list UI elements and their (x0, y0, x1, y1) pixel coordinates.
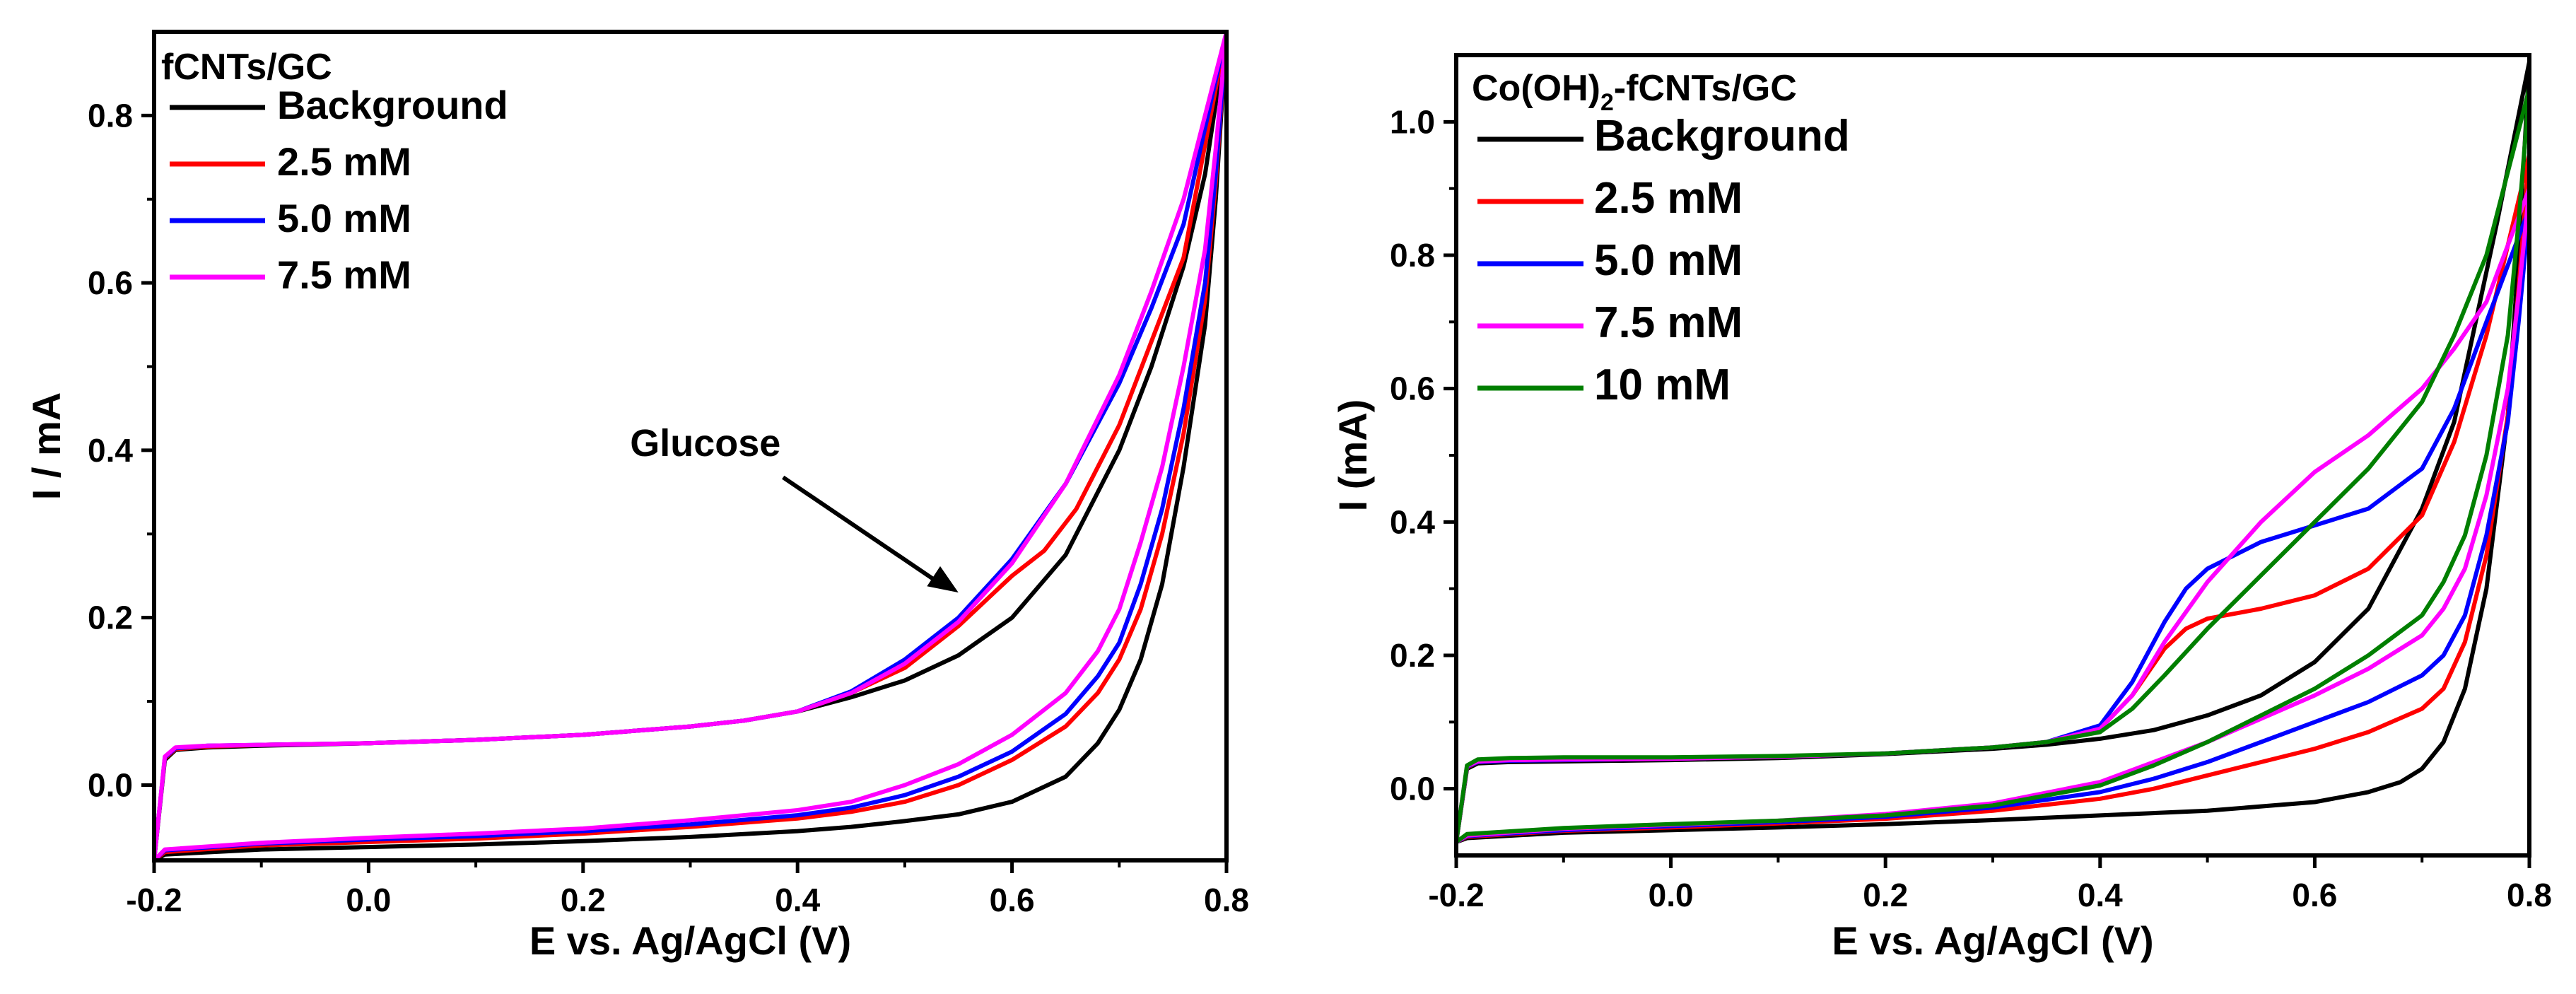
chart1-y-tick-label: 0.8 (88, 97, 133, 134)
chart1-legend-label-2: 2.5 mM (277, 139, 411, 184)
chart2-y-tick-label: 1.0 (1390, 103, 1435, 140)
chart2-title: Co(OH)2-fCNTs/GC (1472, 68, 1797, 116)
chart2-y-tick-label: 0.2 (1390, 637, 1435, 674)
chart1-annotation-arrow-head (927, 566, 959, 593)
chart2-legend-label-1: Background (1594, 112, 1850, 160)
chart2-x-tick-label: 0.8 (2507, 877, 2552, 913)
chart1-x-tick-label: 0.2 (561, 882, 606, 918)
chart2-series-5-line (1454, 86, 2531, 844)
chart2-y-tick-label: 0.4 (1390, 503, 1435, 540)
chart1-x-tick-label: 0.0 (346, 882, 391, 918)
chart1-y-tick-label: 0.6 (88, 264, 133, 301)
chart2-y-axis-label: I (mA) (1330, 399, 1375, 512)
chart1-x-tick-label: -0.2 (126, 882, 182, 918)
chart1-series-4-line (152, 30, 1229, 863)
chart1-title-main: fCNTs/GC (161, 47, 332, 88)
chart2-title-main: Co(OH) (1472, 68, 1600, 109)
chart2-title-rest: -fCNTs/GC (1614, 68, 1797, 109)
chart2-x-tick-label: 0.0 (1649, 877, 1694, 913)
chart2-x-axis-label: E vs. Ag/AgCl (V) (1832, 918, 2153, 963)
chart2-y-tick-label: 0.0 (1390, 771, 1435, 807)
chart2-title-subscript: 2 (1600, 89, 1614, 116)
chart1-legend-label-1: Background (277, 83, 508, 127)
chart2-x-tick-label: 0.6 (2292, 877, 2337, 913)
chart2-y-tick-label: 0.6 (1390, 370, 1435, 407)
chart1-title: fCNTs/GC (161, 47, 332, 88)
chart1-y-tick-label: 0.2 (88, 600, 133, 636)
chart1-y-axis-label: I / mA (24, 392, 69, 500)
chart2-x-tick-label: -0.2 (1428, 877, 1484, 913)
chart2-legend-label-2: 2.5 mM (1594, 174, 1743, 223)
chart1-y-tick-label: 0.0 (88, 766, 133, 803)
chart2-legend-label-4: 7.5 mM (1594, 298, 1743, 347)
chart1-legend-label-3: 5.0 mM (277, 196, 411, 240)
chart1-x-axis-label: E vs. Ag/AgCl (V) (529, 918, 851, 963)
chart1-x-tick-label: 0.4 (775, 882, 820, 918)
chart2-legend-label-3: 5.0 mM (1594, 236, 1743, 285)
chart2-y-tick-label: 0.8 (1390, 237, 1435, 274)
chart1-y-tick-label: 0.4 (88, 432, 133, 469)
chart1-annotation-arrow-line (782, 475, 940, 585)
chart1-annotation-text: Glucose (630, 422, 780, 464)
chart1-x-tick-label: 0.8 (1204, 882, 1249, 918)
chart2-x-tick-label: 0.2 (1863, 877, 1908, 913)
chart2-x-tick-label: 0.4 (2078, 877, 2123, 913)
chart2-series-4-line (1454, 186, 2531, 844)
chart1-legend-label-4: 7.5 mM (277, 252, 411, 297)
chart2-legend-label-5: 10 mM (1594, 361, 1731, 409)
chart1-x-tick-label: 0.6 (990, 882, 1035, 918)
